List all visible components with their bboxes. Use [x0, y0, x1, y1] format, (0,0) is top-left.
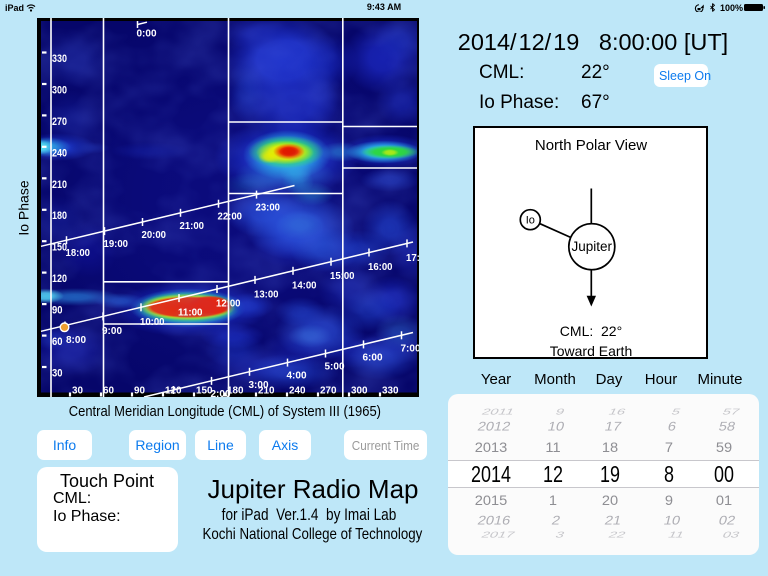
svg-text:7:00: 7:00 — [401, 342, 421, 354]
svg-text:180: 180 — [52, 210, 67, 222]
svg-text:19:00: 19:00 — [104, 238, 129, 250]
svg-text:15:00: 15:00 — [330, 270, 355, 282]
svg-text:North Polar View: North Polar View — [534, 137, 646, 154]
svg-text:2:00: 2:00 — [211, 388, 231, 400]
svg-text:210: 210 — [52, 179, 67, 191]
svg-text:60: 60 — [52, 336, 63, 348]
svg-text:17:00: 17:00 — [406, 252, 431, 264]
svg-text:120: 120 — [52, 273, 67, 285]
svg-text:150: 150 — [196, 385, 213, 397]
svg-text:0:00: 0:00 — [137, 28, 157, 40]
svg-text:90: 90 — [52, 305, 63, 317]
svg-text:14:00: 14:00 — [292, 279, 317, 291]
svg-text:23:00: 23:00 — [256, 202, 281, 214]
svg-text:180: 180 — [227, 385, 244, 397]
svg-text:Jupiter: Jupiter — [571, 239, 612, 254]
svg-text:240: 240 — [289, 385, 306, 397]
svg-text:210: 210 — [258, 385, 275, 397]
svg-text:270: 270 — [320, 385, 337, 397]
svg-text:8:00: 8:00 — [66, 334, 86, 346]
svg-text:12:00: 12:00 — [216, 298, 241, 310]
svg-text:18:00: 18:00 — [66, 247, 91, 259]
svg-text:CML: 22°: CML: 22° — [559, 323, 621, 339]
svg-text:3:00: 3:00 — [249, 379, 269, 391]
svg-text:Io: Io — [525, 214, 534, 226]
svg-text:330: 330 — [382, 385, 399, 397]
svg-text:60: 60 — [103, 385, 114, 397]
svg-text:16:00: 16:00 — [368, 261, 393, 273]
svg-text:30: 30 — [52, 368, 63, 380]
svg-text:300: 300 — [351, 385, 368, 397]
svg-text:21:00: 21:00 — [180, 220, 205, 232]
svg-text:240: 240 — [52, 147, 67, 159]
svg-text:Toward Earth: Toward Earth — [549, 343, 631, 357]
svg-text:9:00: 9:00 — [102, 325, 122, 337]
svg-text:120: 120 — [165, 385, 182, 397]
svg-text:90: 90 — [134, 385, 145, 397]
svg-text:5:00: 5:00 — [325, 361, 345, 373]
svg-text:330: 330 — [52, 53, 67, 65]
svg-text:22:00: 22:00 — [218, 211, 243, 223]
svg-text:6:00: 6:00 — [363, 351, 383, 363]
svg-text:10:00: 10:00 — [140, 316, 165, 328]
svg-text:Io Phase: Io Phase — [16, 180, 32, 235]
svg-text:300: 300 — [52, 85, 67, 97]
svg-text:4:00: 4:00 — [287, 370, 307, 382]
svg-text:270: 270 — [52, 116, 67, 128]
svg-text:30: 30 — [72, 385, 83, 397]
svg-text:11:00: 11:00 — [178, 307, 203, 319]
svg-text:150: 150 — [52, 242, 67, 254]
svg-text:13:00: 13:00 — [254, 288, 279, 300]
svg-text:20:00: 20:00 — [142, 229, 167, 241]
